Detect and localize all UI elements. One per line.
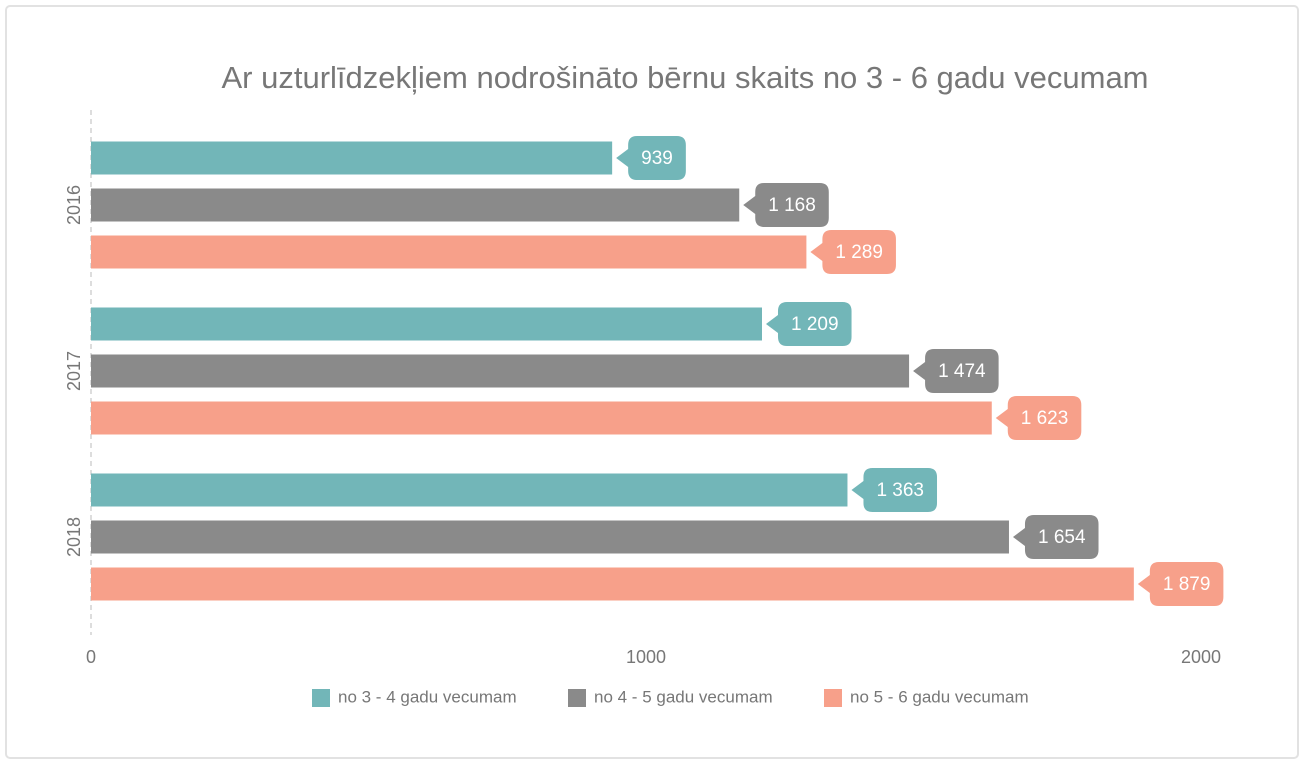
data-label-bubble [851,468,938,512]
legend-swatch [824,689,842,707]
data-label: 1 168 [768,195,816,216]
data-label-bubble [765,302,852,346]
x-tick-label: 2000 [1181,647,1221,667]
bar [91,520,1009,554]
x-tick-label: 1000 [626,647,666,667]
data-label-bubble [616,136,686,180]
data-label: 1 623 [1021,408,1069,429]
data-label: 1 209 [791,314,839,335]
y-tick-label: 2016 [64,185,84,225]
bar [91,567,1134,601]
y-tick-label: 2017 [64,351,84,391]
legend-label: no 3 - 4 gadu vecumam [338,687,517,706]
y-tick-label: 2018 [64,517,84,557]
x-tick-label: 0 [86,647,96,667]
bar [91,307,762,341]
data-label-bubble [743,183,829,227]
data-label: 939 [641,148,673,169]
bar [91,141,613,175]
data-label-bubble [995,396,1082,440]
bar [91,401,992,435]
bar [91,235,807,269]
legend-label: no 5 - 6 gadu vecumam [850,687,1029,706]
data-label-bubble [1137,562,1224,606]
bar [91,473,848,507]
data-label-bubble [810,230,896,274]
data-label: 1 654 [1038,527,1086,548]
data-label: 1 363 [876,480,924,501]
data-label-bubble [913,349,999,393]
legend-swatch [312,689,330,707]
data-label: 1 289 [835,242,883,263]
legend-label: no 4 - 5 gadu vecumam [594,687,773,706]
chart-title: Ar uzturlīdzekļiem nodrošināto bērnu ska… [221,60,1148,95]
bar [91,354,910,388]
data-label: 1 474 [938,361,986,382]
data-label: 1 879 [1163,574,1211,595]
bar [91,188,740,222]
data-label-bubble [1012,515,1099,559]
legend-swatch [568,689,586,707]
